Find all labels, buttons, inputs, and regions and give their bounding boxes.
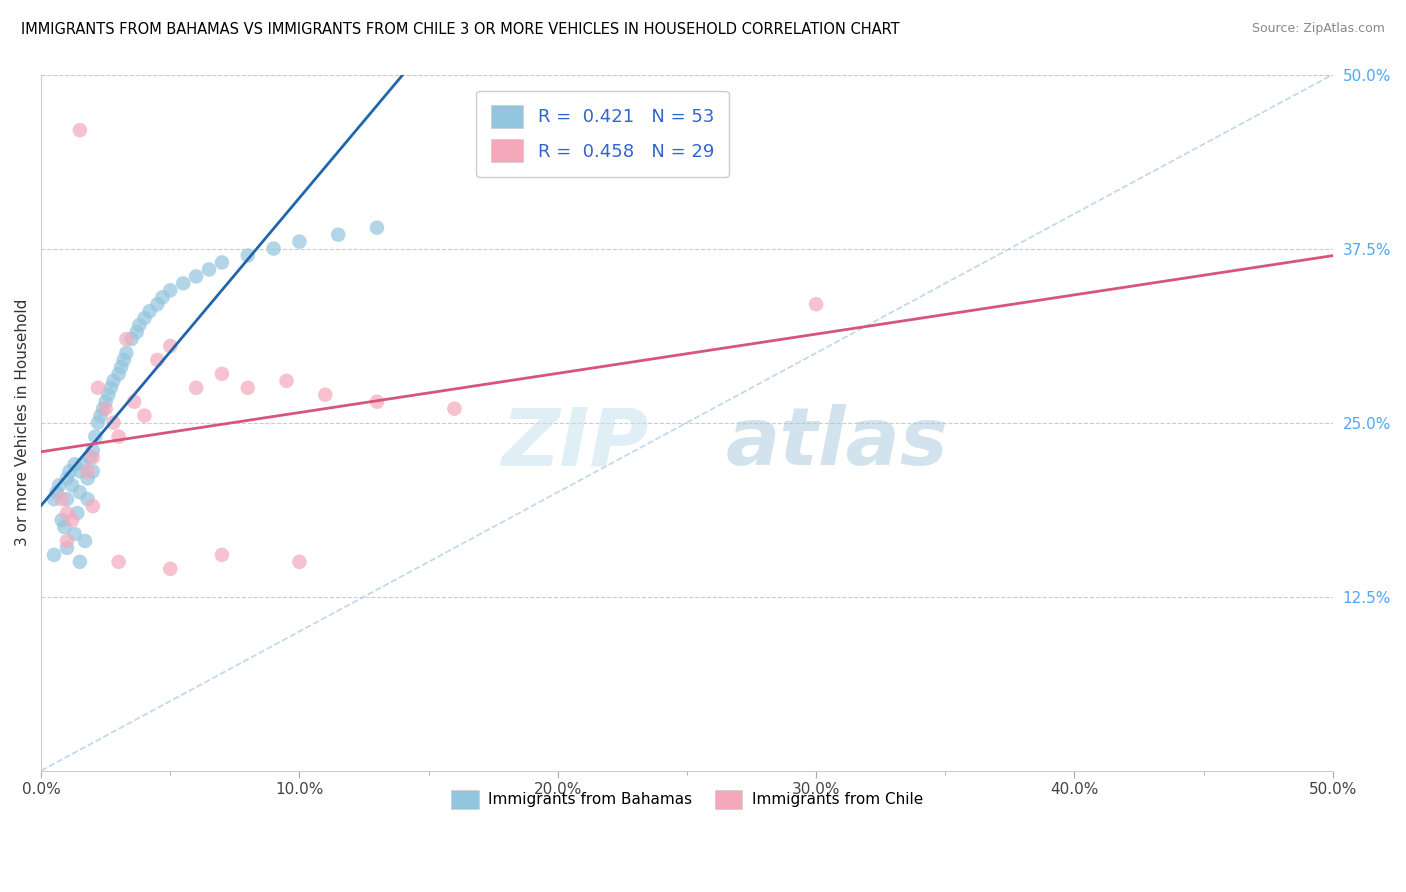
Point [87,381,110,395]
Point [56,471,79,485]
Point [76,464,98,478]
Point [328,227,350,242]
Point [288,555,311,569]
Point [63,527,86,541]
Point [236,381,259,395]
Point [288,235,311,249]
Point [58,464,80,478]
Point [110,359,132,374]
Point [112,353,135,368]
Text: IMMIGRANTS FROM BAHAMAS VS IMMIGRANTS FROM CHILE 3 OR MORE VEHICLES IN HOUSEHOLD: IMMIGRANTS FROM BAHAMAS VS IMMIGRANTS FR… [21,22,900,37]
Point [184,269,207,284]
Text: ZIP: ZIP [501,404,648,483]
Point [48,478,70,492]
Point [56,533,79,548]
Point [115,332,138,346]
Point [198,262,221,277]
Point [42,492,65,507]
Point [236,248,259,262]
Point [72,458,94,472]
Point [87,416,110,430]
Point [443,401,465,416]
Point [366,394,388,409]
Point [107,429,129,443]
Point [56,492,79,507]
Point [60,513,83,527]
Point [91,401,114,416]
Point [42,548,65,562]
Point [159,339,181,353]
Point [45,485,67,500]
Point [211,367,233,381]
Point [146,353,169,368]
Point [314,388,336,402]
Point [134,409,156,423]
Point [60,478,83,492]
Point [100,381,122,395]
Y-axis label: 3 or more Vehicles in Household: 3 or more Vehicles in Household [15,299,30,546]
Point [69,555,91,569]
Point [66,506,89,520]
Point [263,242,285,256]
Point [76,471,98,485]
Point [134,311,156,326]
Point [82,443,104,458]
Point [89,409,111,423]
Point [159,562,181,576]
Point [76,492,98,507]
Point [103,374,125,388]
Point [94,394,117,409]
Point [51,492,73,507]
Point [211,548,233,562]
Point [128,318,150,333]
Point [366,220,388,235]
Point [122,394,145,409]
Point [53,520,76,534]
Point [69,464,91,478]
Point [56,506,79,520]
Point [107,555,129,569]
Text: atlas: atlas [725,404,949,483]
Legend: Immigrants from Bahamas, Immigrants from Chile: Immigrants from Bahamas, Immigrants from… [446,783,929,815]
Point [73,533,96,548]
Point [79,450,101,465]
Point [82,450,104,465]
Point [69,123,91,137]
Point [159,283,181,297]
Point [97,388,120,402]
Point [82,499,104,513]
Point [63,458,86,472]
Point [172,277,194,291]
Point [115,346,138,360]
Point [152,290,174,304]
Point [94,401,117,416]
Point [146,297,169,311]
Point [804,297,827,311]
Point [82,464,104,478]
Point [84,429,107,443]
Point [107,367,129,381]
Point [51,513,73,527]
Point [69,485,91,500]
Point [211,255,233,269]
Point [103,416,125,430]
Point [138,304,160,318]
Point [184,381,207,395]
Point [121,332,143,346]
Point [56,541,79,555]
Text: Source: ZipAtlas.com: Source: ZipAtlas.com [1251,22,1385,36]
Point [276,374,298,388]
Point [125,325,148,339]
